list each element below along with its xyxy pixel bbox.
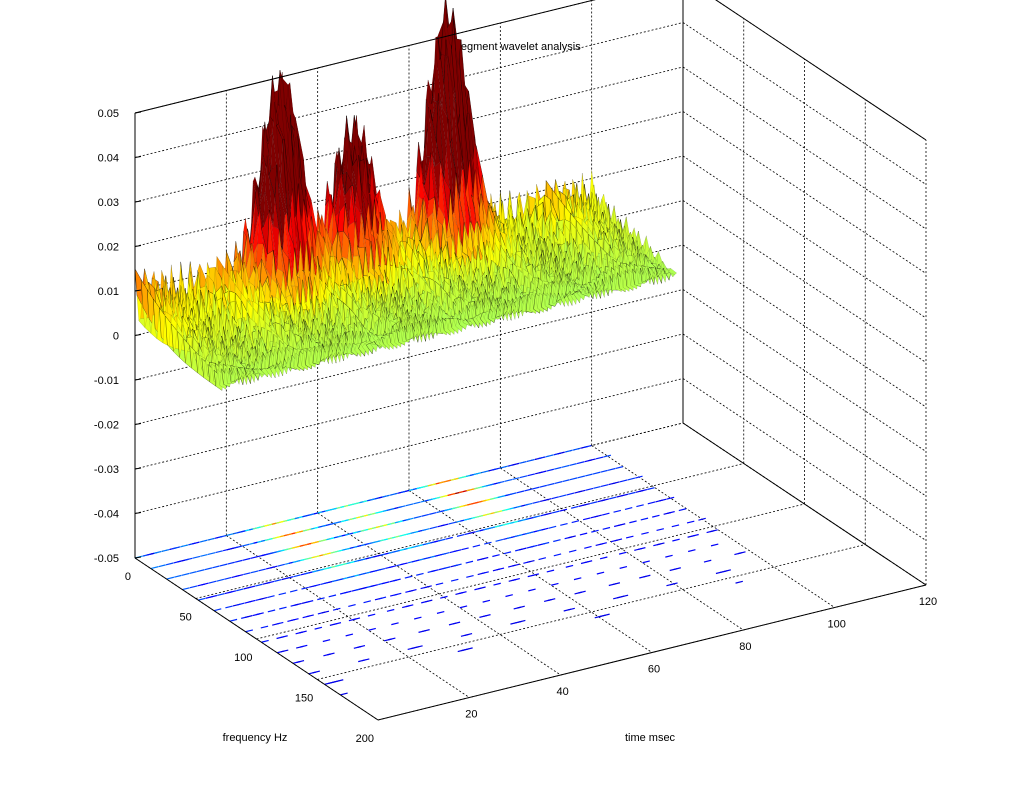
axis-frame bbox=[134, 0, 927, 721]
y-tick-label: 200 bbox=[356, 733, 374, 745]
z-tick-label: 0.04 bbox=[98, 153, 119, 165]
z-tick-label: -0.03 bbox=[94, 464, 119, 476]
z-tick-label: 0.03 bbox=[98, 197, 119, 209]
z-tick-label: 0.01 bbox=[98, 286, 119, 298]
x-tick-label: 100 bbox=[827, 619, 845, 631]
z-tick-label: -0.04 bbox=[94, 509, 119, 521]
wavelet-surface bbox=[134, 0, 677, 391]
y-tick-label: 150 bbox=[295, 693, 313, 705]
z-tick-label: 0.02 bbox=[98, 242, 119, 254]
x-tick-label: 120 bbox=[919, 596, 937, 608]
y-axis-ticks: 0 50 100 150 200 bbox=[125, 571, 374, 745]
z-tick-label: -0.02 bbox=[94, 420, 119, 432]
z-tick-label: -0.01 bbox=[94, 375, 119, 387]
x-tick-label: 60 bbox=[648, 664, 660, 676]
z-tick-label: 0 bbox=[113, 331, 119, 343]
z-tick-label: -0.05 bbox=[94, 553, 119, 565]
chart-title: P segment wavelet analysis bbox=[445, 41, 581, 53]
z-axis-ticks: 0.05 0.04 0.03 0.02 0.01 0 -0.01 -0.02 -0.03 -0.0… bbox=[94, 108, 142, 565]
back-grid bbox=[134, 0, 927, 721]
y-tick-label: 0 bbox=[125, 571, 131, 583]
x-axis-ticks: 20 40 60 80 100 120 bbox=[465, 596, 937, 721]
x-tick-label: 80 bbox=[739, 641, 751, 653]
y-axis-label: frequency Hz bbox=[223, 732, 288, 744]
y-tick-label: 100 bbox=[234, 652, 252, 664]
x-tick-label: 20 bbox=[465, 709, 477, 721]
z-tick-label: 0.05 bbox=[98, 108, 119, 120]
x-axis-label: time msec bbox=[625, 732, 676, 744]
y-tick-label: 50 bbox=[180, 612, 192, 624]
x-tick-label: 40 bbox=[557, 686, 569, 698]
contour-projection bbox=[134, 444, 746, 696]
